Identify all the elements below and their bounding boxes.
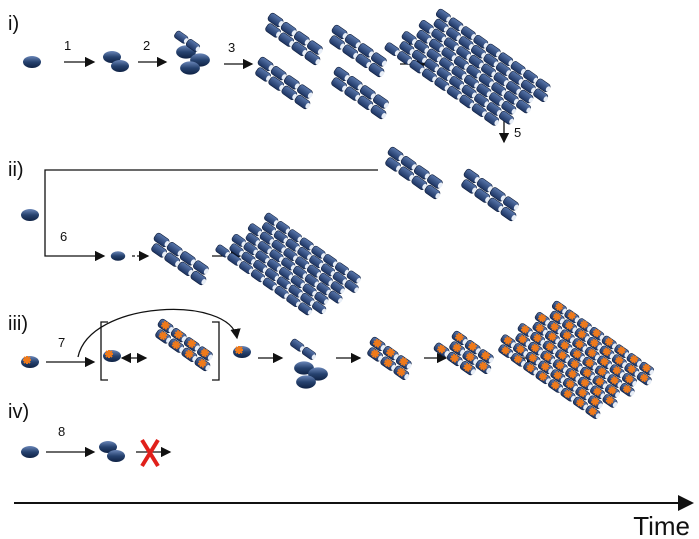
step-number: 3 (228, 40, 235, 55)
monomer (296, 375, 316, 388)
monomer (21, 209, 39, 221)
fibril (215, 200, 366, 331)
fibril (363, 336, 416, 381)
monomer (180, 61, 200, 74)
step-number: 8 (58, 424, 65, 439)
fibril (289, 338, 317, 361)
row-label: ii) (8, 159, 24, 181)
fibril (261, 12, 328, 67)
label-star (235, 346, 243, 354)
monomer (111, 251, 125, 261)
fibril (384, 0, 555, 142)
monomer (111, 60, 129, 72)
fibril (494, 287, 658, 433)
fibril (147, 232, 214, 287)
axis-label: Time (633, 511, 690, 539)
step-number: 6 (60, 229, 67, 244)
fibril (457, 168, 524, 223)
fibril (433, 325, 499, 383)
fibril (151, 318, 218, 373)
row-label: iv) (8, 401, 29, 423)
step-number: 7 (58, 335, 65, 350)
fibril (381, 146, 448, 201)
label-star (105, 350, 113, 358)
step-number: 2 (143, 38, 150, 53)
row-label: iii) (8, 313, 28, 335)
fibril (251, 56, 318, 111)
monomer (107, 450, 125, 462)
diagram: i) ii) iii) iv) 1 2 3 4 5 6 7 8 Time (0, 0, 699, 539)
monomer (21, 446, 39, 458)
step-number: 1 (64, 38, 71, 53)
row-label: i) (8, 13, 19, 35)
label-star (23, 356, 31, 364)
monomer (23, 56, 41, 68)
step-number: 5 (514, 125, 521, 140)
shapes (21, 0, 659, 462)
